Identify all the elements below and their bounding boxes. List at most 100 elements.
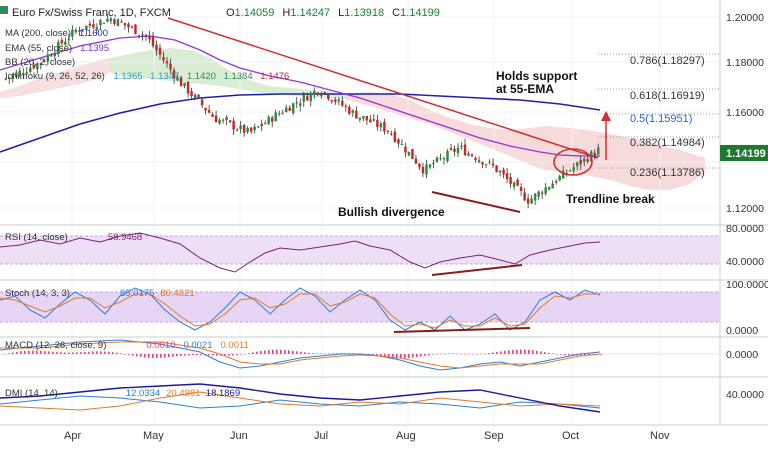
macd-histogram-bar <box>16 351 18 354</box>
candle-down <box>172 70 176 79</box>
candle-down <box>432 163 435 165</box>
candle-down <box>421 166 425 174</box>
candle-up <box>477 160 481 163</box>
candle-up <box>57 41 60 55</box>
candle-up <box>597 147 600 155</box>
candle-down <box>32 65 36 69</box>
macd-histogram-bar <box>428 354 430 356</box>
macd-histogram-bar <box>300 351 302 354</box>
candle-down <box>165 61 169 64</box>
macd-histogram-bar <box>520 349 522 354</box>
candle-down <box>288 107 291 111</box>
time-label-oct: Oct <box>562 430 579 442</box>
macd-histogram-bar <box>32 350 34 354</box>
macd-histogram-bar <box>20 351 22 354</box>
candle-up <box>53 53 57 57</box>
candle-up <box>99 20 102 26</box>
candle-up <box>253 126 256 131</box>
candle-up <box>71 29 74 37</box>
time-axis[interactable]: Apr May Jun Jul Aug Sep Oct Nov <box>64 430 670 442</box>
candle-down <box>344 106 348 108</box>
stoch-k-line <box>0 287 601 331</box>
macd-histogram-bar <box>212 354 214 356</box>
macd-histogram-bar <box>384 354 386 358</box>
macd-histogram-bar <box>24 350 26 354</box>
candle-up <box>572 167 575 171</box>
candle-down <box>127 24 130 28</box>
macd-histogram-bar <box>468 353 470 355</box>
macd-histogram-bar <box>564 354 566 356</box>
candle-down <box>92 24 95 28</box>
macd-histogram-bar <box>488 352 490 354</box>
candle-up <box>302 95 305 102</box>
rsi-label: RSI (14, close) 58.9468 <box>5 232 142 243</box>
fib-label-0382: 0.382(1.14984) <box>630 137 705 149</box>
macd-histogram-bar <box>388 354 390 358</box>
candle-down <box>43 61 46 63</box>
macd-histogram-bar <box>232 354 234 356</box>
candle-down <box>148 35 151 40</box>
candle-down <box>120 21 123 23</box>
candle-up <box>74 29 78 33</box>
macd-histogram-bar <box>308 352 310 354</box>
candle-up <box>358 117 362 120</box>
candle-up <box>15 72 18 78</box>
macd-histogram-bar <box>380 354 382 357</box>
macd-histogram-bar <box>392 354 394 359</box>
candle-down <box>449 148 453 150</box>
candle-up <box>561 170 565 179</box>
macd-histogram-bar <box>584 354 586 356</box>
candle-up <box>246 127 249 133</box>
price-pane: 0.786(1.18297) 0.618(1.16919) 0.5(1.1595… <box>0 0 720 425</box>
candle-up <box>547 187 551 190</box>
macd-histogram-bar <box>376 354 378 357</box>
candle-up <box>50 55 53 57</box>
candle-down <box>81 29 85 31</box>
macd-histogram-bar <box>324 353 326 355</box>
candle-up <box>530 198 533 204</box>
macd-histogram-bar <box>100 351 102 354</box>
macd-histogram-bar <box>84 351 86 354</box>
candle-up <box>428 164 432 168</box>
macd-label: MACD (12, 26, close, 9) 0.0010 0.0021 0.001… <box>5 340 249 351</box>
macd-histogram-bar <box>76 352 78 354</box>
candle-up <box>575 162 579 167</box>
ema-55-legend: EMA (55, close) 1.1395 <box>5 43 109 54</box>
candle-down <box>242 124 246 133</box>
candle-up <box>558 176 561 181</box>
dmi-minus-line <box>0 391 601 411</box>
candlesticks <box>4 14 600 209</box>
macd-histogram-bar <box>412 354 414 358</box>
fib-label-0236: 0.236(1.13786) <box>630 167 705 179</box>
price-axis[interactable]: 1.20000 1.18000 1.16000 1.12000 1.14199 <box>719 0 768 425</box>
macd-histogram-bar <box>460 353 462 355</box>
macd-histogram-bar <box>580 354 582 356</box>
candle-up <box>137 34 141 36</box>
candle-down <box>523 192 526 201</box>
last-price-label: 1.14199 <box>726 148 766 160</box>
rsi-tick-80: 80.0000 <box>726 223 764 235</box>
candle-up <box>116 19 120 27</box>
macd-histogram-bar <box>248 353 250 354</box>
candle-down <box>22 73 25 75</box>
fib-label-0618: 0.618(1.16919) <box>630 90 705 102</box>
holds-support-annotation-line2: at 55-EMA <box>496 82 554 96</box>
candle-down <box>249 127 253 132</box>
candle-down <box>481 162 484 165</box>
ma-200-line <box>0 93 601 153</box>
candle-down <box>260 123 263 127</box>
macd-histogram-bar <box>220 354 222 356</box>
candle-up <box>533 193 537 201</box>
macd-histogram-bar <box>424 354 426 356</box>
candle-up <box>109 18 113 22</box>
candle-down <box>586 159 589 162</box>
candle-up <box>235 129 239 131</box>
candle-down <box>418 163 421 168</box>
candle-down <box>491 163 495 166</box>
price-tick-118: 1.18000 <box>726 57 764 69</box>
macd-histogram-bar <box>92 351 94 354</box>
candle-up <box>8 77 11 80</box>
fibonacci-lines <box>598 53 720 169</box>
macd-histogram-bar <box>504 350 506 354</box>
